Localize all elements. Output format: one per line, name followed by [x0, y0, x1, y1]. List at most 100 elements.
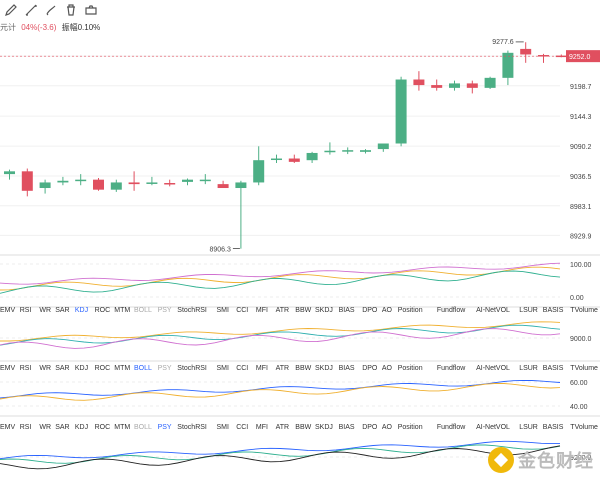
indicator-tab[interactable]: WR [39, 307, 51, 314]
indicator-tab[interactable]: RSI [20, 307, 32, 314]
camera-icon[interactable] [84, 3, 98, 17]
indicator-tab[interactable]: AO [382, 424, 393, 431]
indicator-tab[interactable]: AI-NetVOL [476, 307, 510, 314]
indicator-tab[interactable]: SAR [55, 424, 69, 431]
indicator-tab[interactable]: MFI [256, 307, 268, 314]
indicator-tab[interactable]: LSUR [519, 365, 538, 372]
indicator-tab[interactable]: Fundflow [437, 307, 466, 314]
indicator-tab[interactable]: MTM [114, 365, 130, 372]
indicator-tab[interactable]: MTM [114, 307, 130, 314]
indicator-line [0, 444, 561, 464]
indicator-tab[interactable]: StochRSI [177, 365, 207, 372]
indicator-tab[interactable]: DPO [362, 307, 378, 314]
indicator-tab[interactable]: LSUR [519, 424, 538, 431]
indicator-tab[interactable]: WR [39, 365, 51, 372]
indicator-tab[interactable]: Position [398, 365, 423, 372]
indicator-tab[interactable]: WR [39, 424, 51, 431]
indicator-tab[interactable]: MFI [256, 365, 268, 372]
indicator-tab[interactable]: ROC [95, 307, 111, 314]
line-draw-icon[interactable] [24, 3, 38, 17]
indicator-tab[interactable]: KDJ [75, 307, 88, 314]
indicator-tab[interactable]: EMV [0, 424, 16, 431]
indicator-tab[interactable]: AI-NetVOL [476, 424, 510, 431]
indicator-tab[interactable]: BASIS [543, 307, 564, 314]
candle-body [253, 160, 265, 183]
indicator-tab[interactable]: BASIS [543, 424, 564, 431]
indicator-tab[interactable]: DPO [362, 424, 378, 431]
indicator-tab[interactable]: SMI [217, 424, 230, 431]
candle-body [128, 182, 140, 185]
indicator-tab[interactable]: SMI [217, 365, 230, 372]
indicator-tab[interactable]: ROC [95, 365, 111, 372]
indicator-tab[interactable]: StochRSI [177, 307, 207, 314]
indicator-tab[interactable]: TVolume [570, 424, 598, 431]
indicator-tab[interactable]: RSI [20, 365, 32, 372]
indicator-tab[interactable]: EMV [0, 365, 16, 372]
indicator-tab[interactable]: ATR [276, 424, 289, 431]
indicator-tab[interactable]: KDJ [75, 365, 88, 372]
indicator-tab[interactable]: AI-NetVOL [476, 365, 510, 372]
indicator-tab[interactable]: BASIS [543, 365, 564, 372]
pencil-icon[interactable] [4, 3, 18, 17]
candle-body [93, 179, 104, 190]
indicator-tab[interactable]: SKDJ [315, 307, 333, 314]
indicator-tab[interactable]: BIAS [339, 365, 355, 372]
indicator-tab[interactable]: KDJ [75, 424, 88, 431]
indicator-line [0, 270, 561, 294]
price-tick-label: 9036.5 [570, 174, 592, 181]
indicator-tab[interactable]: BBW [295, 307, 311, 314]
candle-body [271, 158, 282, 161]
indicator-tab[interactable]: ATR [276, 307, 289, 314]
indicator-tab[interactable]: DPO [362, 365, 378, 372]
indicator-tab[interactable]: BBW [295, 365, 311, 372]
indicator-tab[interactable]: Fundflow [437, 424, 466, 431]
watermark-logo-icon [488, 447, 514, 473]
high-annotation: 9277.6 [492, 39, 514, 46]
indicator-tab[interactable]: SMI [217, 307, 230, 314]
indicator-tab[interactable]: BIAS [339, 424, 355, 431]
indicator-tab[interactable]: CCI [236, 365, 248, 372]
indicator-tab[interactable]: RSI [20, 424, 32, 431]
indicator-tab[interactable]: BIAS [339, 307, 355, 314]
trash-icon[interactable] [64, 3, 78, 17]
indicator-tab[interactable]: Position [398, 307, 423, 314]
candle-body [484, 77, 496, 88]
indicator-tab[interactable]: CCI [236, 424, 248, 431]
indicator-tab[interactable]: MTM [114, 424, 130, 431]
indicator-line [0, 262, 561, 285]
indicator-tab[interactable]: AO [382, 307, 393, 314]
candle-body [520, 48, 532, 55]
indicator-tab[interactable]: BOLL [134, 424, 152, 431]
indicator-tab[interactable]: PSY [158, 365, 172, 372]
candle-body [75, 179, 87, 182]
indicator-tab[interactable]: BBW [295, 424, 311, 431]
indicator-tab[interactable]: CCI [236, 307, 248, 314]
indicator-tab[interactable]: TVolume [570, 365, 598, 372]
indicator-tab[interactable]: Fundflow [437, 365, 466, 372]
indicator-tab[interactable]: MFI [256, 424, 268, 431]
indicator-tab[interactable]: EMV [0, 307, 16, 314]
indicator-tab[interactable]: SAR [55, 365, 69, 372]
indicator-tab[interactable]: ROC [95, 424, 111, 431]
candle-body [39, 182, 51, 189]
indicator-tab[interactable]: PSY [158, 307, 172, 314]
candle-body [377, 143, 389, 150]
indicator-tab[interactable]: BOLL [134, 365, 152, 372]
indicator-tab[interactable]: AO [382, 365, 393, 372]
indicator-tab[interactable]: SKDJ [315, 424, 333, 431]
panel-tick-label: 60.00 [570, 380, 588, 387]
indicator-tab[interactable]: SAR [55, 307, 69, 314]
indicator-tab[interactable]: PSY [158, 424, 172, 431]
indicator-tab[interactable]: TVolume [570, 307, 598, 314]
indicator-tab[interactable]: LSUR [519, 307, 538, 314]
candle-body [342, 150, 354, 152]
indicator-tab[interactable]: Position [398, 424, 423, 431]
indicator-tab[interactable]: ATR [276, 365, 289, 372]
candle-body [4, 171, 15, 175]
indicator-tab[interactable]: StochRSI [177, 424, 207, 431]
panel-tick-label: 9200.0 [570, 455, 592, 462]
brush-icon[interactable] [44, 3, 58, 17]
indicator-tab[interactable]: SKDJ [315, 365, 333, 372]
indicator-tab[interactable]: BOLL [134, 307, 152, 314]
